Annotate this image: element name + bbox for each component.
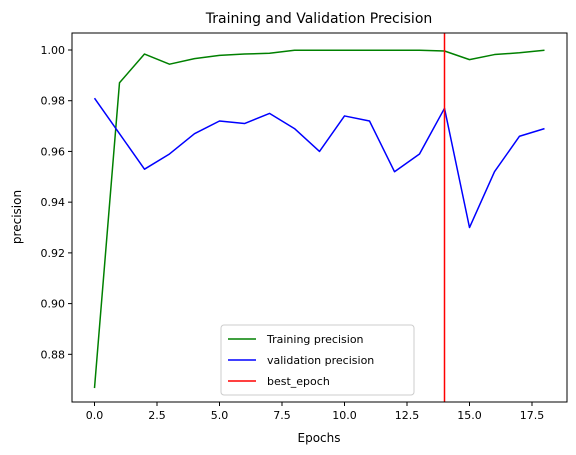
y-axis-label: precision bbox=[10, 190, 24, 244]
y-tick-label: 0.96 bbox=[41, 145, 66, 158]
y-tick-label: 0.98 bbox=[41, 95, 66, 108]
series-line-0 bbox=[93, 49, 545, 389]
legend-label: Training precision bbox=[266, 333, 364, 346]
x-tick-label: 10.0 bbox=[332, 409, 357, 422]
x-tick-label: 12.5 bbox=[395, 409, 420, 422]
chart-title: Training and Validation Precision bbox=[205, 11, 433, 27]
x-tick-label: 2.5 bbox=[148, 409, 166, 422]
y-tick-label: 0.90 bbox=[41, 298, 66, 311]
legend-box bbox=[220, 324, 415, 396]
x-axis-label: Epochs bbox=[298, 431, 341, 445]
y-tick-label: 0.88 bbox=[41, 348, 66, 361]
x-tick-label: 17.5 bbox=[520, 409, 545, 422]
series-line-1 bbox=[93, 97, 545, 229]
axes-frame bbox=[71, 32, 568, 403]
y-tick-label: 0.92 bbox=[41, 247, 66, 260]
x-tick-label: 0.0 bbox=[86, 409, 104, 422]
legend-label: best_epoch bbox=[267, 375, 330, 388]
y-tick-label: 1.00 bbox=[41, 44, 66, 57]
plot-area bbox=[93, 33, 545, 402]
x-tick-label: 7.5 bbox=[273, 409, 291, 422]
legend: Training precision validation precision be… bbox=[220, 324, 415, 396]
legend-label: validation precision bbox=[267, 354, 374, 367]
x-tick-label: 5.0 bbox=[211, 409, 229, 422]
y-axis: 0.88 0.90 0.92 0.94 0.96 0.98 1.00 bbox=[41, 44, 72, 361]
x-tick-label: 15.0 bbox=[457, 409, 482, 422]
y-tick-label: 0.94 bbox=[41, 196, 66, 209]
x-axis: 0.0 2.5 5.0 7.5 10.0 12.5 15.0 17.5 bbox=[86, 402, 545, 422]
